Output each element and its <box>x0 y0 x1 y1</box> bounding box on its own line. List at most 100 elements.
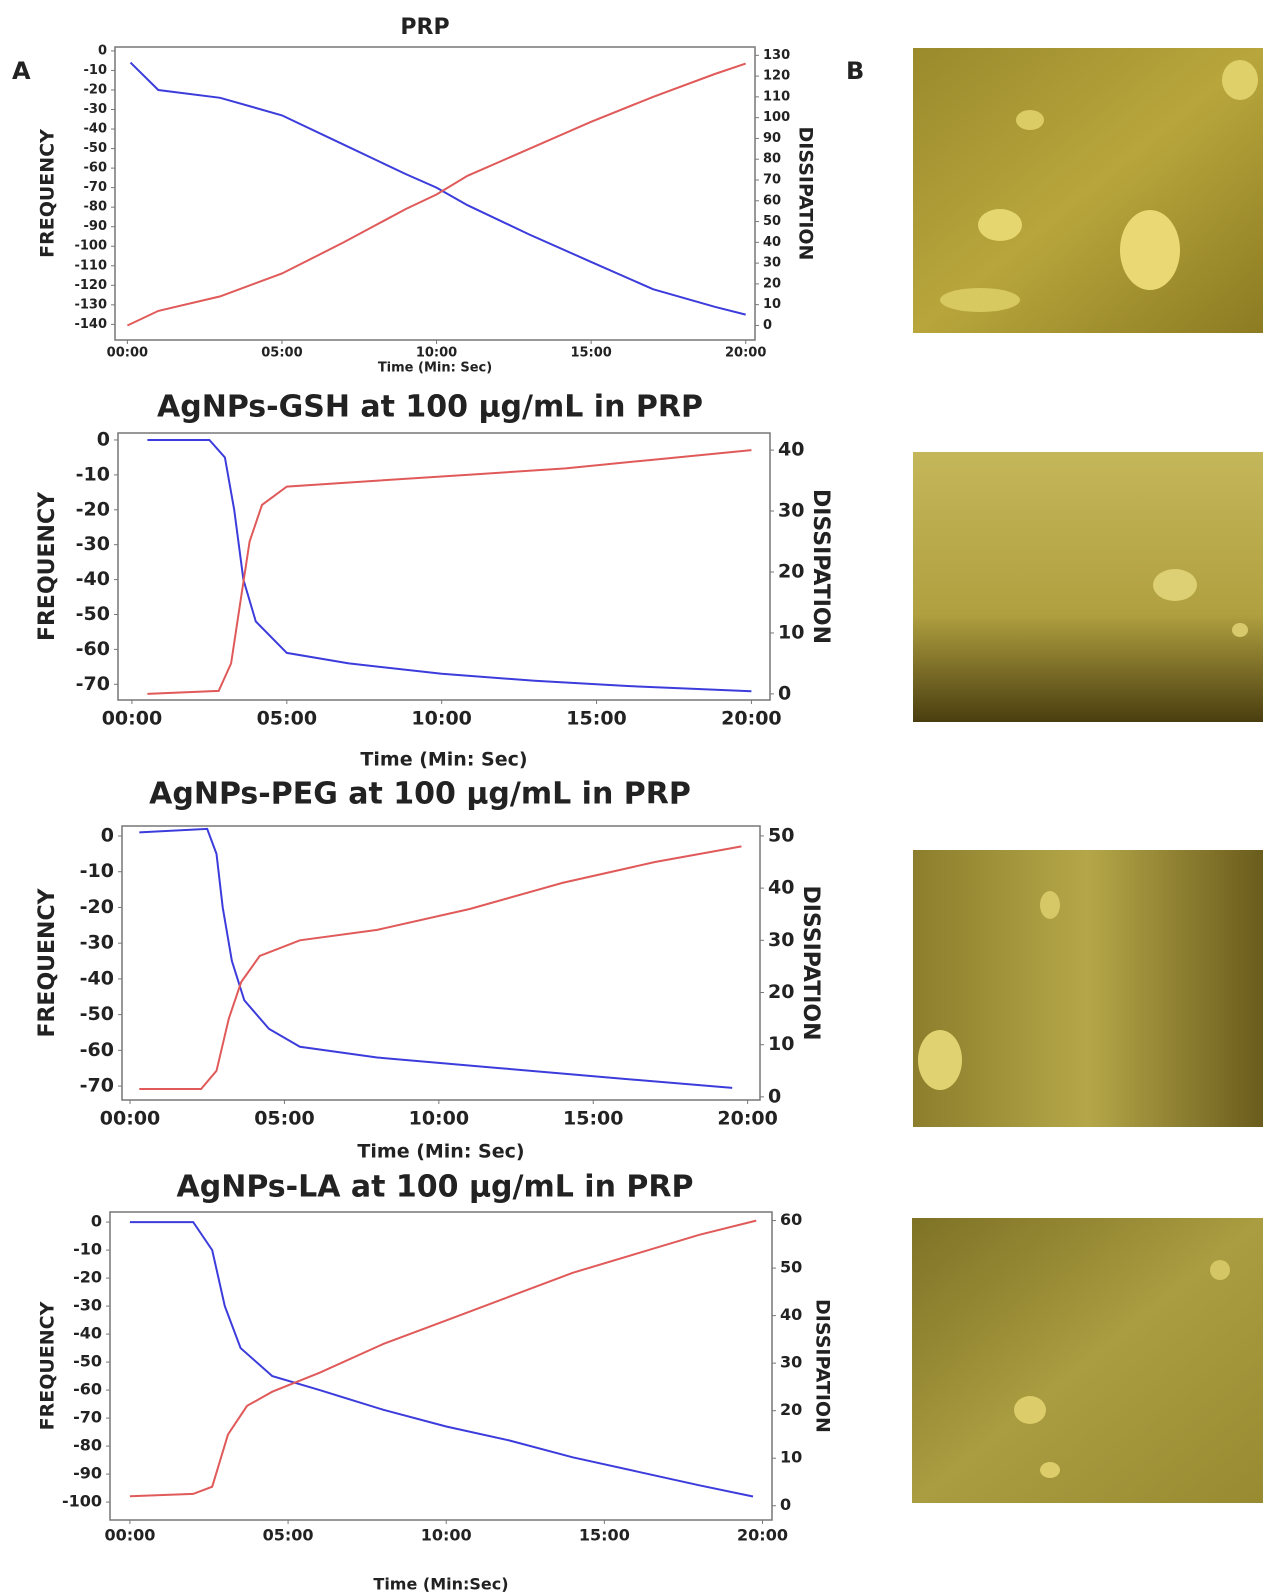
y-tick-label: -70 <box>80 1075 114 1097</box>
micrograph <box>913 48 1263 333</box>
data-line <box>147 449 752 695</box>
y2-tick-label: 50 <box>780 1258 802 1277</box>
x-tick-label: 10:00 <box>409 1108 469 1130</box>
x-tick-label: 00:00 <box>102 708 162 730</box>
chart-title: AgNPs-LA at 100 μg/mL in PRP <box>177 1170 694 1205</box>
x-tick-label: 15:00 <box>566 708 626 730</box>
y2-axis-label: DISSIPATION <box>808 489 833 644</box>
y-tick-label: -50 <box>73 1352 102 1371</box>
y-tick-label: -90 <box>84 219 108 234</box>
plot-frame <box>114 46 756 341</box>
x-tick-label: 05:00 <box>263 1526 314 1545</box>
y-tick-label: -40 <box>76 568 110 590</box>
y-tick-label: -70 <box>84 180 108 195</box>
y2-tick-label: 0 <box>780 1495 791 1514</box>
data-line <box>139 845 742 1090</box>
y-tick-label: -50 <box>80 1003 114 1025</box>
y-tick-label: -40 <box>80 967 114 989</box>
x-tick-label: 10:00 <box>421 1526 472 1545</box>
y2-tick-label: 40 <box>780 1305 802 1324</box>
data-line <box>126 62 747 327</box>
plot-frame <box>117 432 771 701</box>
data-line <box>147 439 752 693</box>
y-tick-label: -50 <box>84 141 108 156</box>
x-tick-label: 15:00 <box>563 1108 623 1130</box>
y-tick-label: -10 <box>84 63 108 78</box>
y-tick-label: -20 <box>76 498 110 520</box>
x-tick-label: 20:00 <box>737 1526 788 1545</box>
y2-tick-label: 0 <box>763 318 772 333</box>
y2-tick-label: 60 <box>763 193 781 208</box>
y-axis-label: FREQUENCY <box>37 129 59 258</box>
chart-title: AgNPs-GSH at 100 μg/mL in PRP <box>157 390 703 425</box>
y-tick-label: -110 <box>74 258 107 273</box>
y-tick-label: -40 <box>84 122 108 137</box>
y-tick-label: 0 <box>97 428 110 450</box>
x-tick-label: 20:00 <box>721 708 781 730</box>
x-tick-label: 05:00 <box>261 346 302 361</box>
y2-axis-label: DISSIPATION <box>798 885 823 1040</box>
y-tick-label: -60 <box>76 638 110 660</box>
x-tick-label: 00:00 <box>104 1526 155 1545</box>
x-axis-label: Time (Min:Sec) <box>373 1575 508 1593</box>
y-tick-label: 0 <box>101 825 114 847</box>
y-tick-label: -10 <box>76 463 110 485</box>
y-tick-label: -20 <box>73 1268 102 1287</box>
y-tick-label: -70 <box>73 1408 102 1427</box>
y-axis-label: FREQUENCY <box>37 1301 59 1430</box>
y2-tick-label: 30 <box>768 929 794 951</box>
y-tick-label: -60 <box>73 1380 102 1399</box>
data-line <box>139 827 733 1089</box>
plot-frame <box>109 1211 773 1521</box>
y2-tick-label: 110 <box>763 89 790 104</box>
y2-tick-label: 20 <box>780 1400 802 1419</box>
y2-tick-label: 130 <box>763 48 790 63</box>
y-tick-label: -60 <box>80 1039 114 1061</box>
x-axis-label: Time (Min: Sec) <box>378 361 492 376</box>
y2-tick-label: 10 <box>778 621 804 643</box>
y-tick-label: -60 <box>84 161 108 176</box>
x-tick-label: 20:00 <box>717 1108 777 1130</box>
micrograph <box>913 452 1263 722</box>
y2-tick-label: 20 <box>763 276 781 291</box>
data-line <box>129 61 746 316</box>
y-tick-label: -30 <box>80 932 114 954</box>
y2-tick-label: 40 <box>768 877 794 899</box>
x-tick-label: 00:00 <box>100 1108 160 1130</box>
x-tick-label: 10:00 <box>411 708 471 730</box>
y-tick-label: -100 <box>62 1492 102 1511</box>
y-tick-label: -10 <box>73 1240 102 1259</box>
y2-axis-label: DISSIPATION <box>812 1299 834 1433</box>
y-tick-label: -70 <box>76 673 110 695</box>
panel-label: A <box>12 57 31 85</box>
y-tick-label: -80 <box>84 200 108 215</box>
y2-tick-label: 80 <box>763 152 781 167</box>
y-tick-label: -20 <box>80 896 114 918</box>
y2-axis-label: DISSIPATION <box>795 127 817 261</box>
y2-tick-label: 40 <box>778 439 804 461</box>
y-tick-label: -80 <box>73 1436 102 1455</box>
y-axis-label: FREQUENCY <box>35 491 60 641</box>
y2-tick-label: 50 <box>768 824 794 846</box>
y-axis-label: FREQUENCY <box>35 887 60 1037</box>
y2-tick-label: 40 <box>763 235 781 250</box>
data-line <box>129 1221 754 1498</box>
y2-tick-label: 30 <box>780 1353 802 1372</box>
y2-tick-label: 10 <box>763 297 781 312</box>
y-tick-label: -130 <box>74 297 107 312</box>
y-tick-label: -50 <box>76 603 110 625</box>
x-tick-label: 05:00 <box>254 1108 314 1130</box>
y-tick-label: -20 <box>84 82 108 97</box>
y2-tick-label: 10 <box>768 1033 794 1055</box>
y2-tick-label: 20 <box>778 560 804 582</box>
y2-tick-label: 120 <box>763 69 790 84</box>
y-tick-label: 0 <box>91 1212 102 1231</box>
data-line <box>129 1219 757 1498</box>
x-tick-label: 15:00 <box>579 1526 630 1545</box>
y2-tick-label: 90 <box>763 131 781 146</box>
chart-title: PRP <box>400 15 449 40</box>
y2-tick-label: 50 <box>763 214 781 229</box>
plot-frame <box>121 825 761 1101</box>
x-tick-label: 15:00 <box>570 346 611 361</box>
